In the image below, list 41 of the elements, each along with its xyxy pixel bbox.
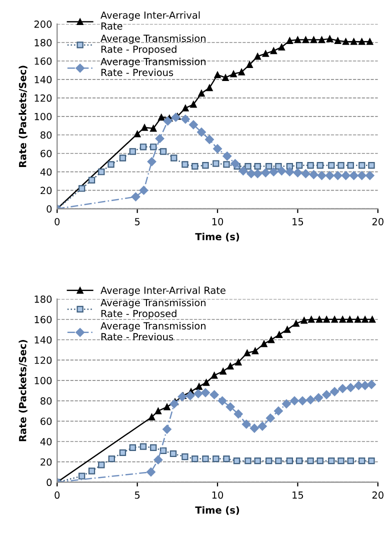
y-tick-label: 120: [34, 94, 52, 102]
y-tick-label: 80: [40, 397, 52, 405]
y-tick-label: 200: [34, 20, 52, 28]
y-tick-label: 100: [34, 112, 52, 120]
y-tick-label: 140: [34, 76, 52, 84]
x-axis-title: Time (s): [195, 506, 240, 515]
x-tick-label: 15: [292, 218, 304, 226]
x-tick-label: 15: [292, 492, 304, 499]
x-tick-label: 5: [134, 492, 140, 499]
y-tick-label: 100: [34, 376, 52, 384]
y-tick-label: 60: [40, 150, 52, 158]
x-tick-label: 20: [372, 218, 384, 226]
x-axis-title: Time (s): [195, 232, 240, 242]
y-tick-label: 160: [34, 316, 52, 324]
x-tick-label: 20: [372, 491, 384, 499]
y-tick-label: 0: [46, 205, 52, 213]
y-tick-label: 60: [40, 418, 52, 425]
legend-label: Average Transmission Rate - Proposed: [100, 34, 206, 55]
legend-label: Average Inter-Arrival Rate: [100, 286, 226, 296]
y-tick-label: 80: [40, 131, 52, 139]
y-tick-label: 160: [34, 57, 52, 65]
y-axis-title: Rate (Packets/Sec): [18, 340, 28, 442]
y-tick-label: 180: [34, 296, 52, 303]
y-tick-label: 40: [40, 438, 52, 446]
y-tick-label: 0: [46, 478, 52, 486]
y-tick-label: 40: [40, 168, 52, 176]
x-tick-label: 10: [212, 491, 224, 499]
y-tick-label: 180: [34, 38, 52, 46]
y-tick-label: 20: [40, 186, 52, 194]
legend-label: Average Transmission Rate - Previous: [100, 322, 206, 340]
x-tick-label: 0: [54, 491, 60, 499]
y-axis-title: Rate (Packets/Sec): [18, 66, 28, 167]
legend-label: Average Inter-Arrival Rate: [100, 11, 200, 30]
y-tick-label: 20: [40, 458, 52, 466]
x-tick-label: 10: [212, 218, 224, 226]
x-tick-label: 0: [54, 218, 60, 226]
x-tick-label: 5: [134, 218, 140, 226]
legend-label: Average Transmission Rate - Previous: [100, 58, 206, 76]
y-tick-label: 120: [34, 356, 52, 364]
legend-label: Average Transmission Rate - Proposed: [100, 298, 206, 320]
y-tick-label: 140: [34, 336, 52, 344]
